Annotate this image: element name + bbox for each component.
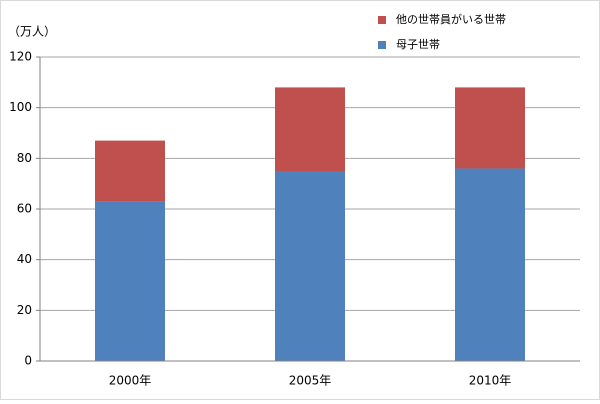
bar bbox=[95, 140, 165, 202]
x-tick-label: 2010年 bbox=[469, 374, 512, 388]
x-tick-label: 2000年 bbox=[109, 374, 152, 388]
bar bbox=[455, 168, 525, 361]
bar bbox=[275, 87, 345, 171]
y-tick-label: 40 bbox=[17, 252, 32, 266]
y-tick-label: 0 bbox=[24, 354, 32, 368]
y-tick-label: 120 bbox=[9, 50, 32, 64]
legend-label: 他の世帯員がいる世帯 bbox=[396, 12, 506, 26]
x-tick-label: 2005年 bbox=[289, 374, 332, 388]
y-tick-label: 100 bbox=[9, 100, 32, 114]
bar bbox=[95, 201, 165, 361]
bar bbox=[275, 171, 345, 361]
bar bbox=[455, 87, 525, 169]
legend-label: 母子世帯 bbox=[396, 38, 440, 51]
y-tick-label: 60 bbox=[17, 202, 32, 216]
y-axis-label: （万人） bbox=[8, 25, 56, 39]
y-tick-label: 80 bbox=[17, 151, 32, 165]
legend-swatch bbox=[378, 16, 386, 24]
y-tick-label: 20 bbox=[17, 303, 32, 317]
legend-swatch bbox=[378, 41, 386, 49]
